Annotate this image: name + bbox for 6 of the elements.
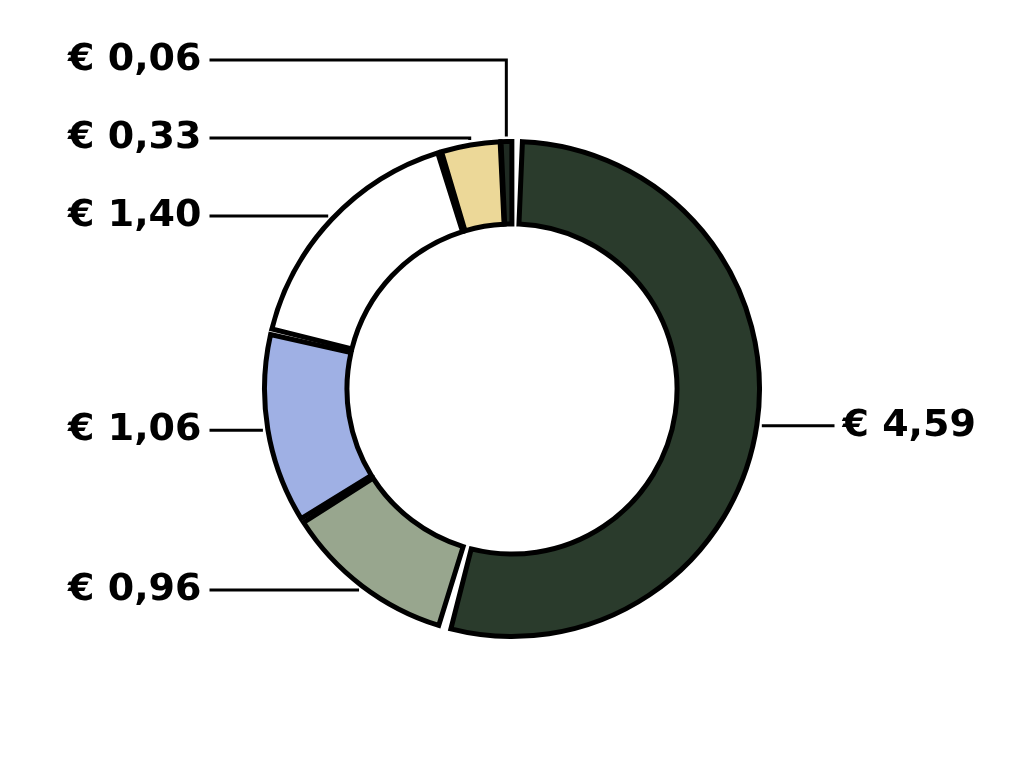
data-label: € 0,33: [67, 112, 202, 157]
data-label: € 1,40: [67, 190, 202, 235]
data-label: € 0,96: [67, 564, 202, 609]
data-label: € 1,06: [67, 405, 202, 450]
data-label: € 4,59: [841, 400, 976, 445]
data-label: € 0,06: [67, 34, 202, 79]
